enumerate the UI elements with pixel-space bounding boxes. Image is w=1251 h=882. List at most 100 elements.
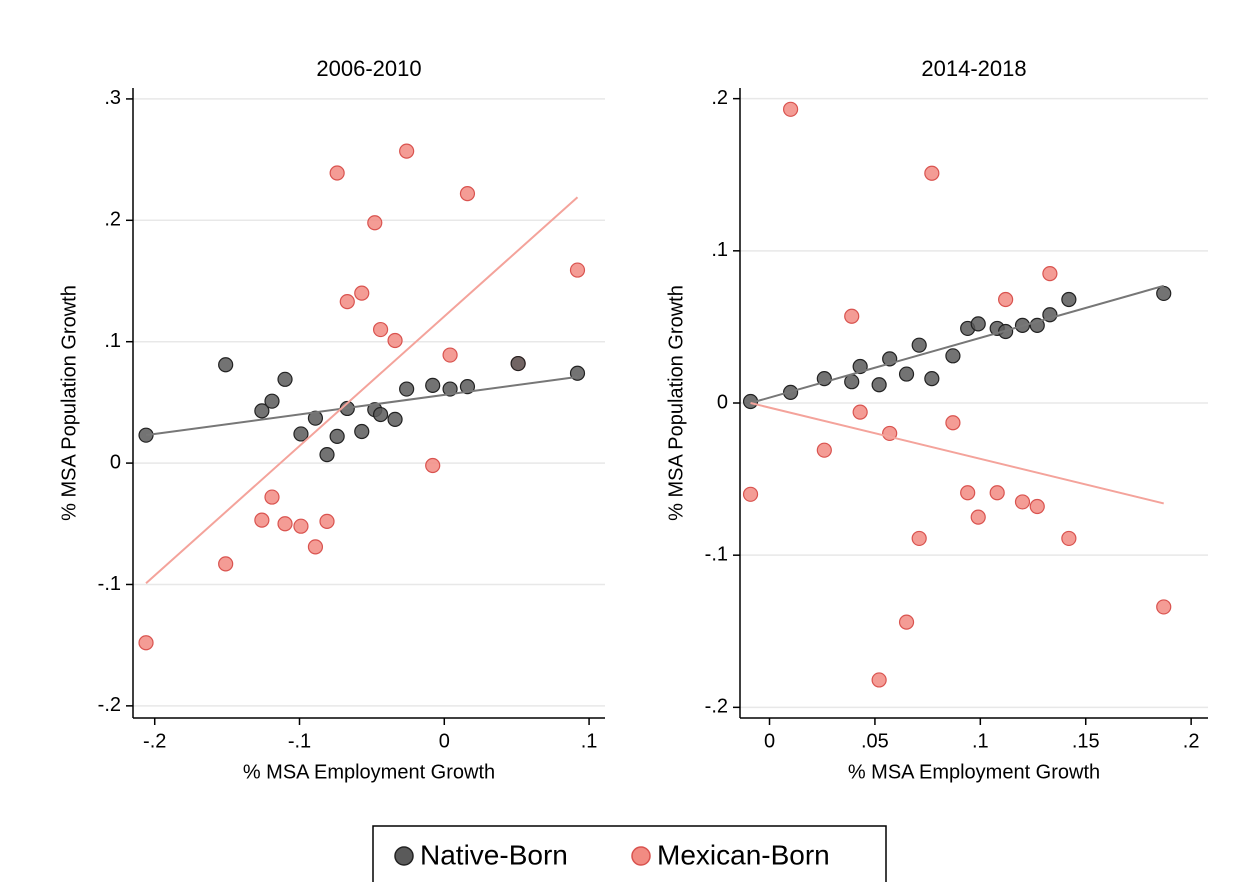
x-tick-label: .05 [861, 730, 889, 752]
data-point [372, 321, 389, 338]
data-point [254, 512, 270, 528]
data-point [319, 446, 335, 463]
data-point [1156, 599, 1172, 615]
legend-label: Native-Born [420, 839, 568, 870]
data-point [293, 426, 309, 442]
data-point [329, 428, 345, 444]
data-point [277, 516, 293, 532]
x-tick-label: -.2 [143, 730, 166, 752]
data-point [387, 411, 403, 427]
data-point [442, 381, 458, 397]
data-point [264, 393, 280, 409]
data-point [510, 355, 526, 372]
data-point [218, 556, 234, 572]
data-point [442, 347, 458, 363]
data-point [1061, 291, 1077, 308]
x-tick-label: .2 [1183, 730, 1200, 752]
data-point [911, 337, 927, 353]
x-axis-label: % MSA Employment Growth [848, 761, 1100, 783]
fit-line [750, 402, 1164, 505]
y-tick-label: .2 [711, 87, 728, 109]
y-tick-label: .2 [104, 209, 121, 231]
data-point [254, 403, 270, 419]
y-tick-label: 0 [110, 451, 121, 473]
y-tick-label: -.2 [705, 696, 728, 718]
legend-label: Mexican-Born [657, 839, 830, 870]
chart-title: 2006-2010 [316, 56, 421, 81]
y-axis-label: % MSA Population Growth [665, 285, 687, 521]
data-point [960, 485, 976, 501]
legend-box [372, 825, 887, 882]
data-point [945, 415, 961, 431]
data-point [339, 294, 355, 310]
y-tick-label: .3 [104, 87, 121, 109]
data-point [293, 518, 309, 534]
x-tick-label: -.1 [288, 730, 311, 752]
x-tick-label: 0 [439, 730, 450, 752]
chart-title: 2014-2018 [921, 56, 1026, 81]
y-tick-label: -.1 [705, 543, 728, 565]
data-point [924, 165, 940, 181]
data-point [844, 308, 860, 324]
data-point [989, 485, 1005, 501]
y-tick-label: 0 [717, 391, 728, 413]
data-point [816, 442, 832, 458]
data-point [871, 377, 887, 393]
data-point [459, 379, 476, 395]
data-point [319, 513, 335, 529]
data-point [844, 374, 860, 390]
x-axis-label: % MSA Employment Growth [243, 761, 495, 783]
x-tick-label: .15 [1072, 730, 1100, 752]
legend-marker [631, 846, 651, 866]
data-point [372, 406, 389, 423]
x-tick-label: .1 [581, 730, 598, 752]
data-point [138, 635, 154, 651]
data-point [898, 614, 915, 630]
data-point [782, 101, 799, 117]
data-point [425, 457, 441, 474]
data-point [871, 672, 887, 688]
data-point [264, 489, 280, 505]
data-point [945, 348, 961, 364]
data-point [1156, 285, 1172, 302]
y-tick-label: -.2 [98, 694, 121, 716]
data-point [911, 530, 927, 547]
data-point [218, 357, 234, 373]
y-axis-label: % MSA Population Growth [58, 285, 80, 521]
data-point [307, 539, 324, 555]
data-point [998, 291, 1014, 308]
data-point [1014, 494, 1031, 510]
data-point [354, 423, 370, 440]
y-tick-label: .1 [104, 330, 121, 352]
data-point [399, 143, 415, 159]
data-point [898, 366, 915, 382]
data-point [924, 371, 940, 387]
x-tick-label: 0 [764, 730, 775, 752]
data-point [387, 332, 403, 349]
legend-marker [394, 846, 414, 866]
data-point [459, 186, 476, 202]
data-point [569, 262, 586, 278]
data-point [399, 381, 415, 397]
data-point [354, 285, 370, 301]
data-point [277, 371, 293, 387]
data-point [307, 410, 324, 426]
data-point [970, 316, 986, 332]
data-point [367, 215, 383, 231]
x-tick-label: .1 [972, 730, 989, 752]
data-point [970, 509, 986, 525]
fit-line [145, 196, 579, 585]
y-tick-label: .1 [711, 239, 728, 261]
data-point [852, 404, 868, 420]
data-point [1042, 266, 1058, 282]
data-point [742, 486, 759, 502]
fit-line [750, 284, 1165, 404]
y-tick-label: -.1 [98, 573, 121, 595]
data-point [1029, 498, 1045, 515]
fit-line [145, 375, 578, 437]
data-point [425, 377, 441, 393]
data-point [1061, 530, 1077, 547]
